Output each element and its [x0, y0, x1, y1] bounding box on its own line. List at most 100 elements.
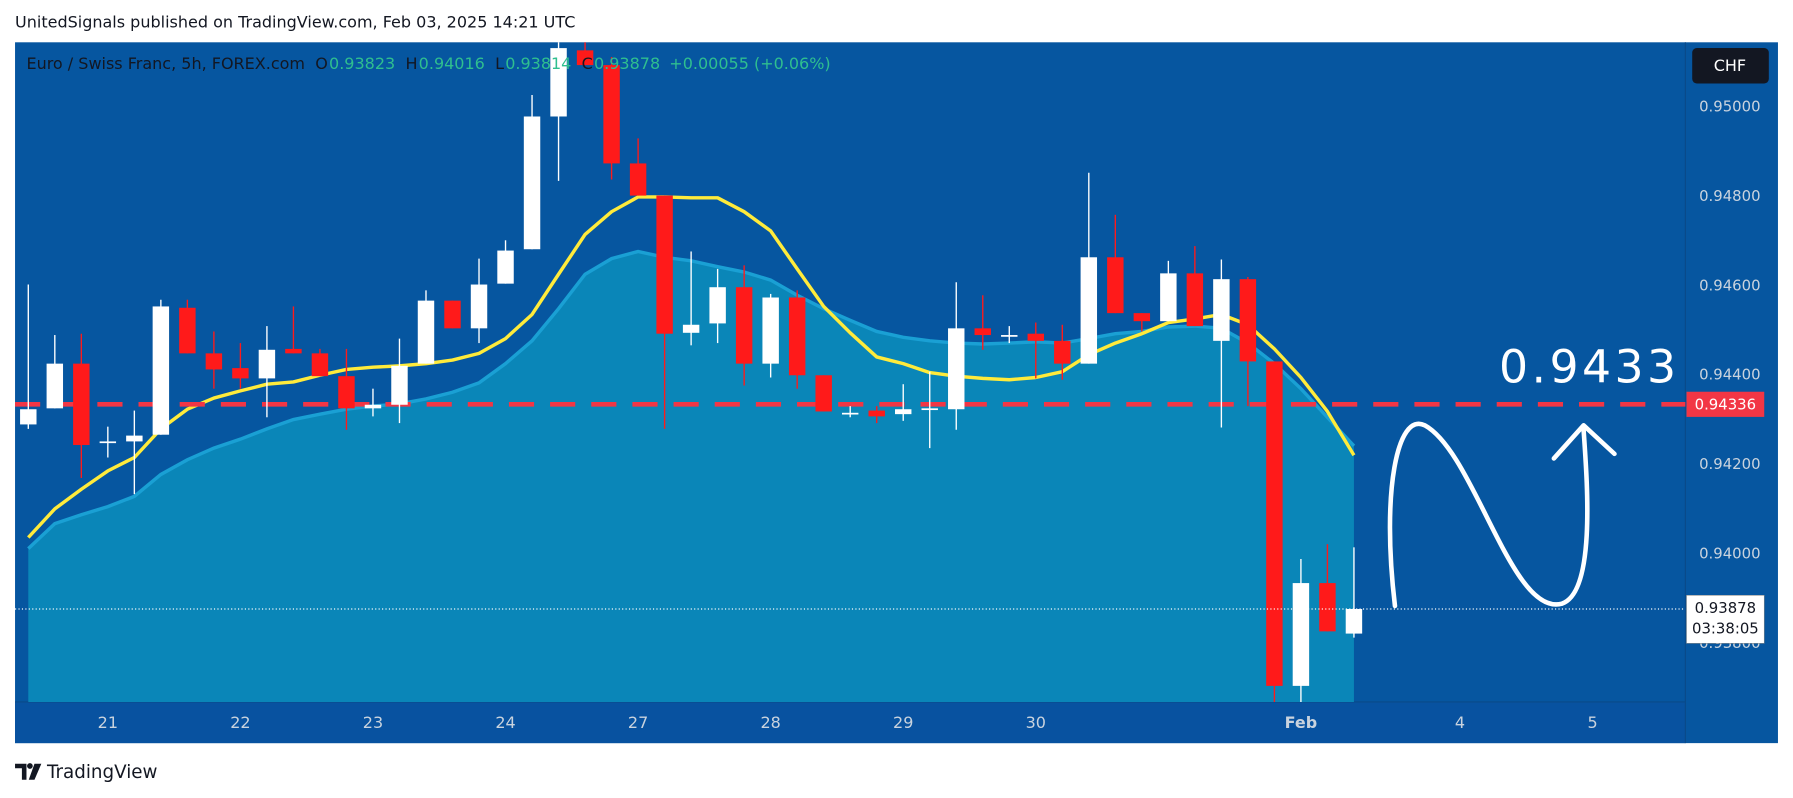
x-axis-band [15, 701, 1686, 744]
x-tick-label: Feb [1285, 713, 1318, 732]
level-price-label: 0.94336 [1695, 395, 1756, 413]
ohlc-value: 0.93814 [505, 54, 571, 73]
x-tick-label: 28 [760, 713, 780, 732]
candle-body [20, 409, 37, 425]
candle-body [1345, 609, 1363, 634]
plot: 0.9433 [15, 42, 1686, 702]
candle-body [232, 368, 249, 379]
ma-area [28, 251, 1354, 702]
candle-body [948, 328, 965, 410]
x-tick-label: 4 [1455, 713, 1465, 732]
x-tick-label: 29 [893, 713, 913, 732]
candle-body [788, 297, 806, 376]
y-tick-label: 0.95000 [1699, 98, 1760, 116]
logo-mark [15, 763, 27, 780]
change-label: +0.00055 (+0.06%) [669, 54, 830, 73]
candle-body [709, 287, 726, 324]
y-tick-label: 0.94400 [1699, 366, 1760, 384]
candle-body [603, 65, 620, 164]
candle-body [629, 163, 647, 196]
last-price-label: 0.93878 [1695, 599, 1756, 617]
candle-body [1080, 257, 1098, 364]
candle-body [523, 116, 541, 250]
candle-body [895, 409, 912, 415]
candle-body [73, 363, 90, 445]
candle-body [815, 375, 832, 412]
y-tick-label: 0.94600 [1699, 276, 1760, 294]
candle-body [364, 404, 382, 409]
x-tick-label: 24 [495, 713, 515, 732]
candle-body [391, 365, 408, 405]
candle-body [46, 363, 64, 409]
brand: TradingView [46, 762, 158, 783]
candle-body [152, 306, 170, 435]
candle-body [921, 408, 938, 411]
logo-mark [28, 763, 42, 780]
candle-body [470, 284, 488, 329]
candle-body [682, 324, 700, 333]
candle-body [126, 435, 143, 442]
ohlc-key: L [495, 54, 504, 73]
x-tick-label: 23 [363, 713, 383, 732]
candle-body [974, 328, 991, 336]
candle-body [497, 250, 514, 284]
countdown-label: 03:38:05 [1692, 620, 1759, 638]
candle-body [735, 287, 753, 364]
logo-dot [27, 763, 33, 769]
candle-body [868, 410, 885, 417]
candle-body [338, 376, 355, 409]
candle-body [1266, 361, 1283, 686]
candle-body [1027, 333, 1045, 341]
ohlc-key: O [315, 54, 328, 73]
x-tick-label: 21 [98, 713, 118, 732]
candle-body [841, 412, 859, 415]
candle-body [1239, 279, 1257, 362]
candle-body [1213, 279, 1230, 341]
x-tick-label: 22 [230, 713, 250, 732]
symbol-title: Euro / Swiss Franc, 5h, FOREX.com [26, 54, 305, 73]
y-tick-label: 0.94200 [1699, 455, 1760, 473]
ma-line [27, 195, 1356, 539]
candle-body [1292, 583, 1310, 686]
ohlc-key: H [406, 54, 418, 73]
candle-body [550, 48, 567, 117]
candle-body [444, 300, 461, 329]
candle-body [1319, 583, 1336, 632]
last-price-box [1686, 594, 1765, 644]
x-tick-label: 30 [1026, 713, 1046, 732]
candle-body [1133, 313, 1151, 322]
ohlc-value: 0.93823 [329, 54, 395, 73]
candle-body [99, 441, 117, 444]
candle-body [1054, 340, 1071, 364]
level-price-box [1686, 391, 1765, 417]
candle-body [576, 50, 594, 66]
candle-body [1001, 335, 1018, 337]
publisher-line: UnitedSignals published on TradingView.c… [15, 12, 575, 31]
candle-body [1186, 273, 1204, 327]
ohlc-value: 0.94016 [419, 54, 485, 73]
candle-body [762, 297, 779, 364]
candle-body [656, 195, 673, 334]
candle-body [258, 349, 276, 379]
candle-body [205, 353, 223, 370]
y-tick-label: 0.94000 [1699, 544, 1760, 562]
candle-body [285, 348, 302, 354]
currency-badge[interactable] [1692, 48, 1769, 84]
candle-body [311, 353, 329, 377]
hand-drawn-arrow [1387, 421, 1617, 609]
brand-logo [15, 763, 42, 780]
symbol-legend: Euro / Swiss Franc, 5h, FOREX.com O0.9382… [26, 54, 830, 73]
ohlc-value: 0.93878 [594, 54, 660, 73]
candle-body [417, 300, 435, 364]
x-tick-label: 27 [628, 713, 648, 732]
level-annotation: 0.9433 [1499, 341, 1680, 394]
candle-body [1107, 257, 1124, 314]
x-tick-label: 5 [1587, 713, 1597, 732]
candle-body [1160, 273, 1177, 322]
y-tick-label: 0.94800 [1699, 187, 1760, 205]
candle-body [179, 307, 196, 354]
ohlc-key: C [582, 54, 593, 73]
currency-label: CHF [1714, 56, 1746, 75]
